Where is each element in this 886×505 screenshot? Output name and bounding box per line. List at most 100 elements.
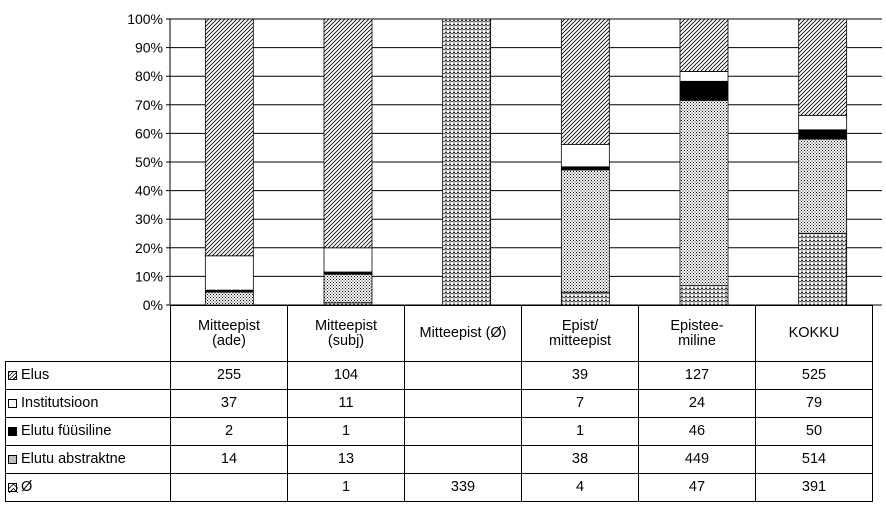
table-cell: 79 [755,389,873,418]
bar-segment [679,99,729,287]
bar-segment [560,18,610,145]
category-label-line: Mitteepist [197,317,261,334]
table-cell: 47 [638,473,756,502]
bar-segment [560,169,610,293]
legend-swatch [8,371,17,380]
legend-entry: Ø [5,473,171,502]
table-cell: 4 [521,473,639,502]
category-label-line: miline [678,332,716,349]
table-cell: 11 [287,389,405,418]
legend-swatch [8,427,17,436]
y-tick-label: 60% [135,125,163,141]
bar-segment [204,291,254,306]
category-label-line: Epist/ [561,317,599,334]
legend-entry: Elutu füüsiline [5,417,171,446]
table-row: Elutu füüsiline 2 1 1 46 50 [5,417,873,446]
table-cell: 525 [755,361,873,390]
table-row: Elus 255 104 39 127 525 [5,361,873,390]
bar-segment [798,114,848,131]
y-tick-label: 10% [135,268,163,284]
table-row: Institutsioon 37 11 7 24 79 [5,389,873,418]
y-axis: 0% 10% 20% 30% 40% 50% 60% 70% 80% 90% 100% [127,11,170,310]
table-cell: 24 [638,389,756,418]
stacked-bar-chart: 0% 10% 20% 30% 40% 50% 60% 70% 80% 90% 100% [127,11,882,310]
bar-segment [798,18,848,116]
data-table: Mitteepist (ade) Mitteepist (subj) Mitteepis… [5,305,873,502]
table-cell: 13 [287,445,405,474]
bar-segment [798,129,848,140]
bar-segment [323,18,373,249]
table-row: Ø 1 339 4 47 391 [5,473,873,502]
gridlines [170,18,882,306]
y-tick-label: 40% [135,183,163,199]
category-label: Mitteepist (subj) [287,305,405,362]
y-tick-label: 100% [127,11,163,27]
category-label-line: mitteepist [548,332,612,349]
y-tick-label: 80% [135,68,163,84]
table-cell: 255 [170,361,288,390]
legend-label: Institutsioon [21,395,99,411]
legend-label: Elutu abstraktne [21,451,126,467]
legend-swatch [8,483,18,493]
category-label-line: KOKKU [788,325,840,341]
legend-entry: Elutu abstraktne [5,445,171,474]
table-cell [404,389,522,418]
table-cell: 1 [287,417,405,446]
table-cell: 7 [521,389,639,418]
bar-segment [560,166,610,171]
legend-entry: Institutsioon [5,389,171,418]
legend-label: Elus [21,367,50,383]
table-cell [404,361,522,390]
table-cell: 127 [638,361,756,390]
legend-label: Elutu füüsiline [21,423,112,439]
bar-segment [679,71,729,82]
table-header-row: Mitteepist (ade) Mitteepist (subj) Mitteepis… [6,305,873,362]
table-cell: 339 [404,473,522,502]
table-cell: 37 [170,389,288,418]
table-cell [404,417,522,446]
table-cell: 50 [755,417,873,446]
bar-segment [560,291,610,306]
table-cell: 391 [755,473,873,502]
bar-segment [323,247,373,273]
table-row: Elutu abstraktne 14 13 38 449 514 [5,445,873,474]
category-label-line: Mitteepist (Ø) [419,325,507,341]
category-label: KOKKU [755,305,873,362]
category-label-line: Mitteepist [314,317,378,334]
legend-label: Ø [21,479,33,495]
table-cell: 1 [521,417,639,446]
table-cell: 14 [170,445,288,474]
bar-segment [798,232,848,306]
y-tick-label: 90% [135,40,163,56]
table-cell: 46 [638,417,756,446]
table-cell: 514 [755,445,873,474]
table-cell: 104 [287,361,405,390]
y-tick-label: 30% [135,211,163,227]
bar-segment [679,18,729,72]
bar-segment [679,285,729,306]
table-cell [404,445,522,474]
category-label: Epistee-miline [638,305,756,362]
y-tick-label: 0% [143,297,163,310]
legend-swatch [8,455,17,464]
bar-segment [204,18,254,257]
table-cell: 449 [638,445,756,474]
table-cell: 2 [170,417,288,446]
category-label: Epist/mitteepist [521,305,639,362]
bar-segment [323,273,373,304]
bars [204,18,848,306]
table-cell [170,473,288,502]
table-cell: 38 [521,445,639,474]
category-label-line: (subj) [327,332,365,349]
table-cell: 39 [521,361,639,390]
table-cell: 1 [287,473,405,502]
bar-segment [798,138,848,234]
bar-segment [442,18,492,306]
legend-entry: Elus [5,361,171,390]
y-tick-label: 20% [135,240,163,256]
bar-segment [204,255,254,291]
legend-swatch [8,399,17,408]
table-corner [6,306,171,362]
category-label: Mitteepist (ade) [170,305,288,362]
y-tick-label: 70% [135,97,163,113]
